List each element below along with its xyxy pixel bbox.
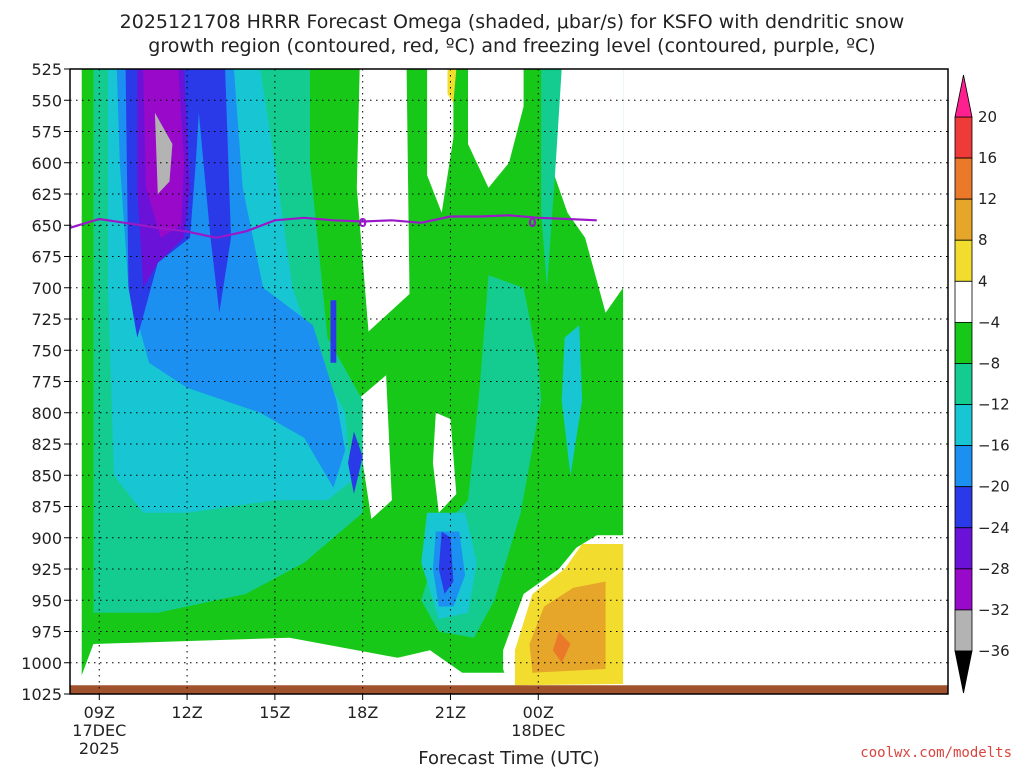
omega-region-9 xyxy=(541,69,562,288)
y-tick-label: 600 xyxy=(31,154,62,173)
omega-shading xyxy=(70,69,948,694)
colorbar-segment xyxy=(954,486,973,529)
x-tick-label: 21Z xyxy=(435,703,466,722)
x-tick-label: 12Z xyxy=(171,703,202,722)
credit-link[interactable]: coolwx.com/modelts xyxy=(860,745,1012,761)
y-tick-label: 875 xyxy=(31,498,62,517)
colorbar-segment xyxy=(954,445,973,488)
y-tick-label: 900 xyxy=(31,529,62,548)
colorbar-label: 12 xyxy=(978,190,997,208)
y-tick-label: 725 xyxy=(31,310,62,329)
colorbar-segment xyxy=(954,280,973,323)
grid xyxy=(70,69,948,694)
y-axis: 525 550 575 600 625 650 675 700 725 750 775 800 825 8… xyxy=(21,60,70,704)
x-tick-label: 09Z xyxy=(84,703,115,722)
y-tick-label: 700 xyxy=(31,279,62,298)
omega-region-18 xyxy=(348,431,363,494)
y-tick-label: 950 xyxy=(31,591,62,610)
omega-region-22 xyxy=(154,112,173,194)
x-tick-label: 18DEC xyxy=(511,721,565,740)
title: 2025121708 HRRR Forecast Omega (shaded, … xyxy=(120,11,905,57)
y-tick-label: 575 xyxy=(31,123,62,142)
colorbar-label: −20 xyxy=(978,478,1010,496)
ground-band xyxy=(70,685,948,694)
y-tick-label: 800 xyxy=(31,404,62,423)
omega-region-25 xyxy=(529,581,606,673)
colorbar-segment xyxy=(954,609,973,652)
colorbar-label: −4 xyxy=(978,313,1000,331)
omega-region-5 xyxy=(447,69,457,103)
x-tick-label: 15Z xyxy=(259,703,290,722)
omega-region-2 xyxy=(427,69,454,213)
colorbar-segment xyxy=(954,116,973,159)
colorbar-label: −24 xyxy=(978,519,1010,537)
omega-region-4 xyxy=(550,69,624,313)
freezing-level-label-1: 0 xyxy=(528,216,536,230)
x-axis-label: Forecast Time (UTC) xyxy=(418,748,599,768)
title-line-2: growth region (contoured, red, ºC) and f… xyxy=(148,35,875,57)
y-tick-label: 1000 xyxy=(21,654,62,673)
colorbar-label: −32 xyxy=(978,601,1010,619)
y-tick-label: 675 xyxy=(31,248,62,267)
omega-region-3 xyxy=(468,69,524,188)
y-tick-label: 525 xyxy=(31,60,62,79)
freezing-level-label-0: 0 xyxy=(358,216,366,230)
x-tick-label: 2025 xyxy=(79,739,120,758)
x-tick-label: 00Z xyxy=(523,703,554,722)
omega-region-6 xyxy=(356,375,392,519)
omega-region-7 xyxy=(432,412,457,513)
omega-region-26 xyxy=(552,631,571,663)
x-tick-label: 17DEC xyxy=(72,721,126,740)
colorbar-label: 20 xyxy=(978,108,997,126)
y-tick-label: 850 xyxy=(31,466,62,485)
x-tick-label: 18Z xyxy=(347,703,378,722)
colorbar-label: −36 xyxy=(978,642,1010,660)
colorbar-segment xyxy=(954,198,973,241)
freezing-level-line xyxy=(70,214,597,239)
colorbar-segment xyxy=(954,363,973,405)
colorbar-under-arrow xyxy=(954,650,973,694)
colorbar: 20 16 12 8 4 −4 −8 −12 −16 −20 −24 −28 −32 −36 xyxy=(954,74,1010,694)
omega-region-19 xyxy=(438,531,454,594)
y-tick-label: 1025 xyxy=(21,685,62,704)
y-tick-label: 775 xyxy=(31,373,62,392)
y-tick-label: 750 xyxy=(31,341,62,360)
colorbar-label: −28 xyxy=(978,560,1010,578)
y-tick-label: 625 xyxy=(31,185,62,204)
colorbar-label: 8 xyxy=(978,231,988,249)
omega-region-1 xyxy=(356,69,410,332)
y-tick-label: 825 xyxy=(31,435,62,454)
colorbar-over-arrow xyxy=(954,74,973,118)
colorbar-label: 16 xyxy=(978,149,997,167)
y-tick-label: 925 xyxy=(31,560,62,579)
colorbar-label: −16 xyxy=(978,437,1010,455)
colorbar-segment xyxy=(954,321,973,364)
colorbar-segment xyxy=(954,157,973,200)
colorbar-segment xyxy=(954,239,973,282)
colorbar-segment xyxy=(954,527,973,570)
colorbar-label: −12 xyxy=(978,396,1010,414)
colorbar-segment xyxy=(954,404,973,447)
title-line-1: 2025121708 HRRR Forecast Omega (shaded, … xyxy=(120,11,905,33)
colorbar-label: 4 xyxy=(978,272,988,290)
colorbar-label: −8 xyxy=(978,354,1000,372)
y-tick-label: 550 xyxy=(31,91,62,110)
colorbar-segment xyxy=(954,568,973,611)
omega-region-12 xyxy=(561,325,583,476)
omega-region-17 xyxy=(330,300,337,363)
y-tick-label: 975 xyxy=(31,623,62,642)
y-tick-label: 650 xyxy=(31,216,62,235)
